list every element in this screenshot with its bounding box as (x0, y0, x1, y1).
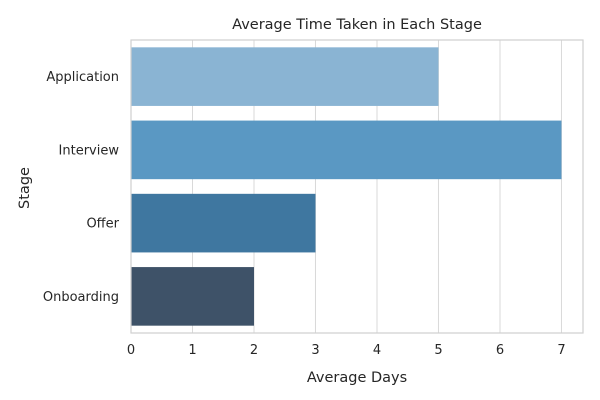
x-tick-label: 4 (373, 343, 381, 358)
chart-title: Average Time Taken in Each Stage (232, 17, 482, 33)
x-tick-label: 0 (127, 343, 135, 358)
y-tick-label: Onboarding (43, 290, 119, 305)
x-tick-label: 1 (188, 343, 196, 358)
plot-frame (130, 39, 584, 334)
y-axis-label: Stage (17, 167, 33, 209)
y-tick-label: Application (46, 70, 119, 85)
bar-application (131, 47, 439, 106)
x-tick-label: 5 (434, 343, 442, 358)
y-tick-label: Offer (86, 217, 119, 232)
x-tick-label: 3 (311, 343, 319, 358)
bar-offer (131, 193, 316, 253)
x-axis-label: Average Days (307, 370, 407, 386)
y-tick-label: Interview (59, 143, 120, 158)
x-tick-label: 6 (496, 343, 504, 358)
x-tick-label: 7 (557, 343, 565, 358)
bar-onboarding (131, 267, 254, 326)
bars (131, 47, 562, 326)
x-tick-labels: 0 1 2 3 4 5 6 7 (127, 343, 566, 358)
y-tick-labels: Application Interview Offer Onboarding (43, 70, 120, 305)
bar-interview (131, 120, 562, 180)
x-tick-label: 2 (250, 343, 258, 358)
